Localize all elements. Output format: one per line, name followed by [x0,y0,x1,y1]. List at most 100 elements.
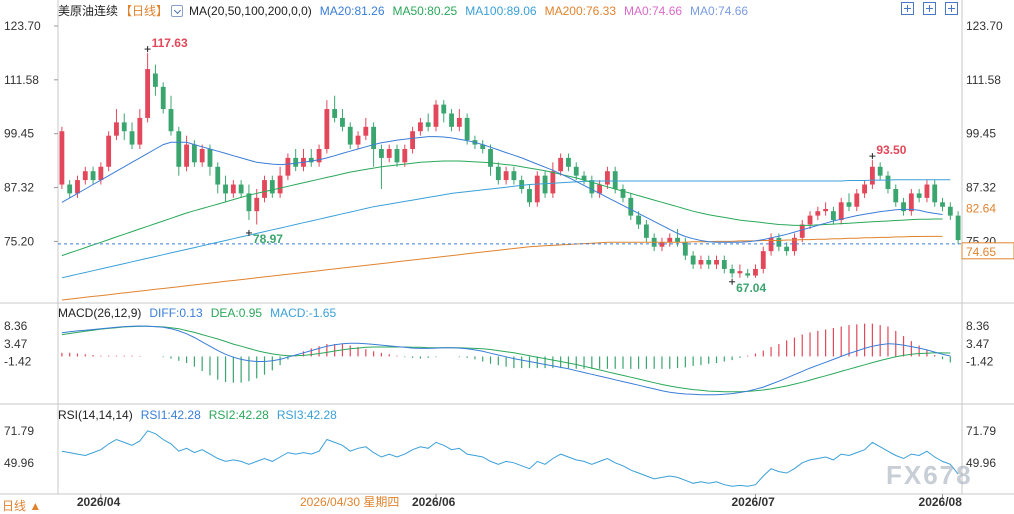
candle-body [433,104,439,127]
candle-body [332,109,338,118]
x-tick-2: 2026/07 [731,495,775,509]
candle-body [815,211,821,216]
candle-body [955,215,961,241]
candle-body [90,171,96,181]
last-price-label: 74.65 [966,245,996,259]
zoom-in-icon[interactable] [901,2,914,15]
ma-value-2: MA100:89.06 [465,3,537,18]
candle-body [324,109,330,150]
candle-body [464,117,470,141]
candle-body [480,144,486,150]
period-label[interactable]: 【日线】 [120,4,169,18]
candle-body [854,193,860,207]
candle-body [277,175,283,194]
candle-body [940,202,945,207]
candle-body [566,157,571,167]
price-tick-right-1: 111.58 [966,73,1001,87]
macd-tick-left-2: -1.42 [4,355,32,369]
candle-body [604,171,610,185]
candle-body [152,73,158,87]
candle-body [441,104,447,114]
candle-body [916,193,922,198]
price-tick-right-3: 87.32 [966,181,996,195]
price-tick-right-0: 123.70 [966,19,1003,33]
candle-body [690,255,696,265]
candle-body [137,117,143,145]
ma200-price-label: 82.64 [966,201,996,215]
candle-body [589,180,595,194]
last-price-box [961,242,1014,260]
candle-body [386,149,392,158]
rsi-tick-right-1: 49.96 [966,456,996,470]
candle-body [59,131,65,185]
candle-body [628,197,634,216]
settings-dropdown-icon[interactable] [171,4,184,17]
candle-body [620,188,626,198]
candle-body [410,131,416,150]
macd-diff: DIFF:0.13 [149,306,203,320]
candle-body [456,117,462,127]
macd-tick-right-2: -1.42 [966,355,994,369]
ma-values: MA20:81.26 MA50:80.25 MA100:89.06 MA200:76.… [320,4,756,18]
candle-body [721,260,727,269]
candle-body [82,171,88,181]
candle-body [542,175,548,194]
candle-body [877,166,883,176]
ma-value-4: MA0:74.66 [624,3,683,18]
ma-params[interactable]: MA(20,50,100,200,0,0) [189,3,312,18]
candle-body [846,202,852,207]
price-tick-left-3: 87.32 [4,181,34,195]
annotation-low-1: 78.97 [253,232,283,246]
candle-body [534,175,540,203]
candle-body [511,171,517,181]
candle-body [830,211,836,221]
rsi3-value: RSI3:42.28 [276,408,337,422]
macd-value: MACD:-1.65 [270,306,337,320]
candle-body [285,157,291,176]
candle-body [901,202,906,212]
candle-body [378,149,384,158]
rsi-tick-right-0: 71.79 [966,424,996,438]
candle-body [862,184,868,194]
candle-body [417,122,423,132]
ma200-line [61,235,943,301]
candle-body [745,273,751,276]
candle-body [597,184,603,194]
candle-body [519,180,525,189]
zoom-out-icon[interactable] [923,2,936,15]
candle-body [184,144,190,167]
crosshair-icon[interactable] [945,2,958,15]
price-tick-left-0: 123.70 [4,19,41,33]
macd-dea: DEA:0.95 [210,306,263,320]
x-tick-0: 2026/04 [77,495,121,509]
candle-body [947,206,953,216]
annotation-low-3: 67.04 [736,281,766,295]
macd-tick-left-1: 3.47 [4,337,28,351]
ma-value-5: MA0:74.66 [690,3,749,18]
price-tick-left-1: 111.58 [4,73,39,87]
candle-body [394,149,400,163]
candle-body [908,193,914,212]
watermark-logo: FX678 [886,460,973,490]
crosshair-date-label: 2026/04/30 星期四 [300,495,399,509]
candle-body [893,188,899,203]
rsi-legend: RSI(14,14,14) RSI1:42.28 RSI2:42.28 RSI3… [58,408,345,422]
candle-body [371,126,377,150]
macd-title: MACD(26,12,9) [58,306,142,320]
candle-body [168,109,174,132]
candle-body [363,126,369,136]
period-switch-button[interactable]: 日线 ▲ [2,499,42,513]
macd-legend: MACD(26,12,9) DIFF:0.13 DEA:0.95 MACD:-1… [58,306,344,320]
candle-body [760,251,766,269]
candle-body [792,237,797,252]
candle-body [230,184,236,194]
candle-body [160,86,166,110]
chart-toolbar [892,2,958,15]
rsi-line [61,430,959,487]
candle-body [503,171,509,181]
price-tick-left-4: 75.20 [4,234,34,248]
ma-value-3: MA200:76.33 [544,3,616,18]
macd-tick-left-0: 8.36 [4,319,28,333]
candle-body [98,166,104,181]
